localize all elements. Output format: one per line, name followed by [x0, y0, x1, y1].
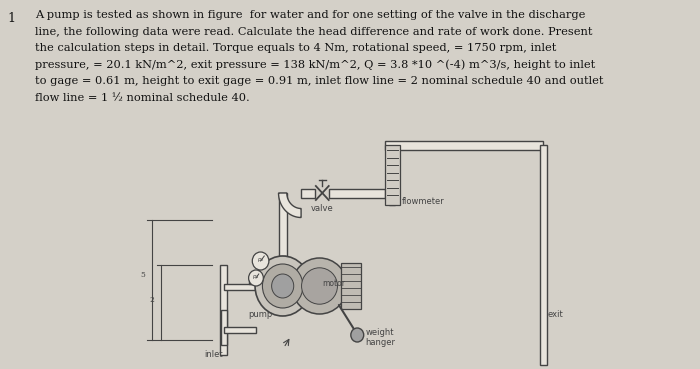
Bar — [385, 141, 543, 149]
Circle shape — [248, 270, 263, 286]
Text: flow line = 1 ½ nominal schedule 40.: flow line = 1 ½ nominal schedule 40. — [35, 93, 250, 103]
Bar — [329, 189, 385, 197]
Ellipse shape — [292, 258, 347, 314]
Bar — [221, 310, 227, 345]
Text: 2: 2 — [150, 296, 155, 304]
Text: $p_2$: $p_2$ — [257, 256, 265, 264]
Bar — [279, 193, 287, 256]
Ellipse shape — [302, 268, 337, 304]
Circle shape — [272, 274, 294, 298]
Text: weight
hanger: weight hanger — [365, 328, 396, 347]
Text: 1: 1 — [8, 12, 15, 25]
Text: line, the following data were read. Calculate the head difference and rate of wo: line, the following data were read. Calc… — [35, 27, 592, 37]
Bar — [341, 263, 361, 309]
Circle shape — [252, 252, 269, 270]
Circle shape — [351, 328, 364, 342]
Text: pressure, = 20.1 kN/m^2, exit pressure = 138 kN/m^2, Q = 3.8 *10 ^(-4) m^3/s, he: pressure, = 20.1 kN/m^2, exit pressure =… — [35, 59, 595, 70]
Bar — [220, 265, 228, 355]
Bar — [248, 279, 265, 283]
Polygon shape — [279, 193, 301, 217]
Text: valve: valve — [310, 204, 333, 213]
Text: inlet: inlet — [204, 350, 223, 359]
Text: motor: motor — [322, 279, 345, 288]
Bar — [389, 193, 396, 205]
Circle shape — [262, 264, 303, 308]
Text: $p_1$: $p_1$ — [252, 273, 260, 281]
Text: to gage = 0.61 m, height to exit gage = 0.91 m, inlet flow line = 2 nominal sche: to gage = 0.61 m, height to exit gage = … — [35, 76, 603, 86]
Text: the calculation steps in detail. Torque equals to 4 Nm, rotational speed, = 1750: the calculation steps in detail. Torque … — [35, 43, 556, 53]
Bar — [224, 327, 256, 333]
Text: 5: 5 — [141, 271, 146, 279]
Circle shape — [255, 256, 310, 316]
Text: pump: pump — [248, 310, 273, 319]
Text: A pump is tested as shown in figure  for water and for one setting of the valve : A pump is tested as shown in figure for … — [35, 10, 585, 20]
Bar — [385, 145, 400, 205]
Bar — [224, 284, 256, 290]
Text: exit: exit — [548, 310, 564, 319]
Bar — [540, 145, 547, 365]
Bar — [301, 189, 315, 197]
Text: flowmeter: flowmeter — [402, 197, 444, 206]
